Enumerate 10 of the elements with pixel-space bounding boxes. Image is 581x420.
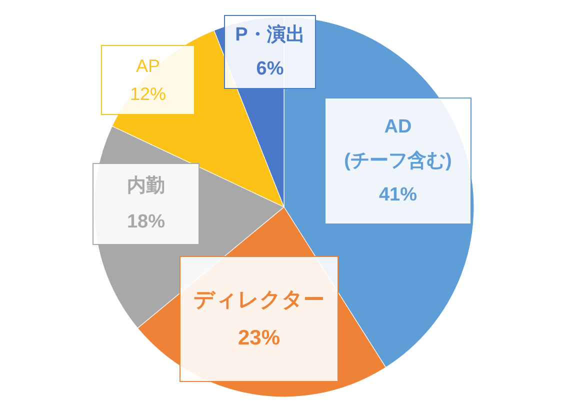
data-label: 41% — [378, 184, 418, 206]
data-label: 18% — [126, 212, 166, 232]
data-label: 6% — [256, 58, 284, 80]
data-label: 23% — [238, 326, 280, 350]
slice-label: P・演出 — [235, 24, 305, 46]
slice-label: AP — [136, 56, 160, 76]
data-label: 12% — [130, 84, 166, 104]
slice-label: 内勤 — [127, 174, 165, 196]
slice-label: AD (チーフ含む) — [344, 116, 452, 172]
slice-label: ディレクター — [194, 288, 324, 312]
